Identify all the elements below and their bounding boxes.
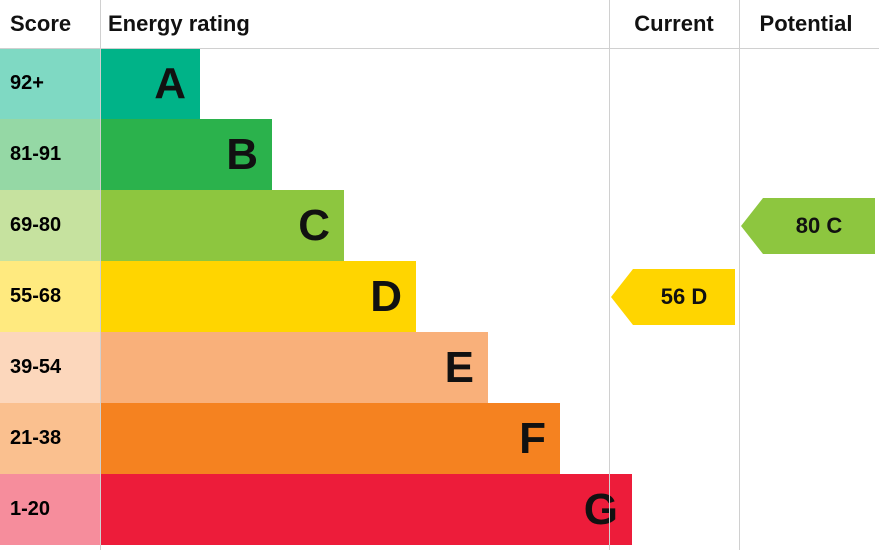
potential-col-cell (739, 261, 879, 332)
current-col-cell (609, 403, 739, 474)
current-col-cell (609, 119, 739, 190)
rating-bar: D (100, 261, 416, 332)
current-pointer: 56 D (633, 269, 735, 325)
bar-cell: F (100, 403, 609, 474)
score-cell: 39-54 (0, 332, 100, 403)
score-cell: 69-80 (0, 190, 100, 261)
score-cell: 92+ (0, 48, 100, 119)
rating-row: 21-38F (0, 403, 879, 474)
grid-line-vertical (100, 0, 101, 550)
potential-col-cell (739, 119, 879, 190)
grid-line-horizontal (0, 48, 879, 49)
potential-col-cell (739, 332, 879, 403)
rating-bar: G (100, 474, 632, 545)
potential-col-cell (739, 474, 879, 545)
potential-pointer-label: 80 C (763, 198, 875, 254)
grid-line-vertical (739, 0, 740, 550)
bar-cell: D (100, 261, 609, 332)
rating-bar: C (100, 190, 344, 261)
rating-row: 39-54E (0, 332, 879, 403)
bar-cell: G (100, 474, 609, 545)
potential-col-cell (739, 403, 879, 474)
rating-bar: B (100, 119, 272, 190)
score-cell: 55-68 (0, 261, 100, 332)
pointer-arrow-icon (741, 198, 763, 254)
bar-cell: C (100, 190, 609, 261)
header-row: Score Energy rating Current Potential (0, 0, 879, 48)
rating-row: 1-20G (0, 474, 879, 545)
current-pointer-label: 56 D (633, 269, 735, 325)
current-col-cell (609, 190, 739, 261)
score-cell: 81-91 (0, 119, 100, 190)
rating-bar: E (100, 332, 488, 403)
grid-line-vertical (609, 0, 610, 550)
header-current: Current (609, 11, 739, 37)
rating-rows: 92+A81-91B69-80C55-68D39-54E21-38F1-20G (0, 48, 879, 545)
bar-cell: A (100, 48, 609, 119)
header-potential: Potential (739, 11, 879, 37)
bar-cell: E (100, 332, 609, 403)
score-cell: 1-20 (0, 474, 100, 545)
rating-bar: A (100, 48, 200, 119)
score-cell: 21-38 (0, 403, 100, 474)
current-col-cell (609, 48, 739, 119)
rating-row: 55-68D (0, 261, 879, 332)
header-energy: Energy rating (100, 11, 609, 37)
rating-row: 81-91B (0, 119, 879, 190)
bar-cell: B (100, 119, 609, 190)
current-col-cell (609, 332, 739, 403)
energy-rating-chart: Score Energy rating Current Potential 92… (0, 0, 879, 550)
rating-bar: F (100, 403, 560, 474)
header-score: Score (0, 11, 100, 37)
potential-pointer: 80 C (763, 198, 875, 254)
rating-row: 92+A (0, 48, 879, 119)
potential-col-cell (739, 48, 879, 119)
pointer-arrow-icon (611, 269, 633, 325)
